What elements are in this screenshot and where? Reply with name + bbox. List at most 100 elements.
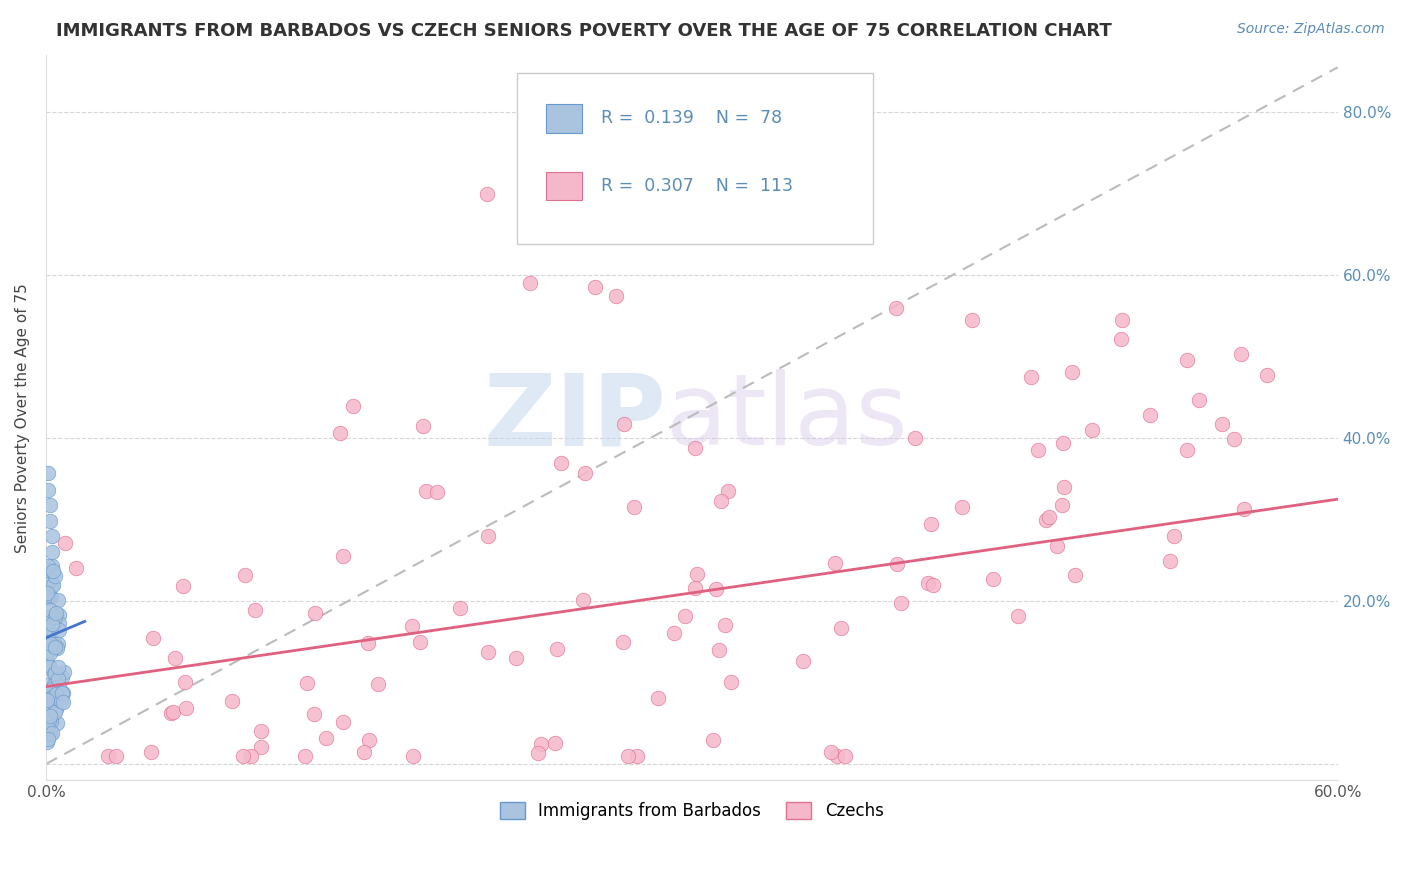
Point [890,596,912,610]
Point [357,636,380,650]
Point [48,592,70,607]
Point [44,568,66,582]
Point [37,467,59,481]
Point [572,592,595,607]
Point [250,724,273,739]
Point [412,418,434,433]
Point [38,567,60,582]
Point [544,735,567,749]
Point [41,564,63,578]
Point [172,579,194,593]
Point [477,186,499,201]
Point [44,640,66,654]
Point [38,588,60,602]
Point [38,725,60,739]
Point [505,651,527,665]
Point [42,618,65,632]
Point [530,737,553,751]
Point [35,734,58,748]
Point [401,618,423,632]
Point [46,636,69,650]
Text: Source: ZipAtlas.com: Source: ZipAtlas.com [1237,22,1385,37]
Point [162,705,184,719]
Point [37,586,59,600]
Point [38,682,60,697]
Point [37,609,59,624]
Point [45,702,67,716]
Point [329,426,352,441]
Point [35,720,58,734]
Point [221,694,243,708]
Point [232,748,254,763]
Point [42,666,65,681]
Point [1188,393,1211,408]
Point [46,672,69,686]
Point [1175,353,1198,368]
Point [1159,554,1181,568]
Point [830,620,852,634]
Point [886,557,908,571]
Point [1046,540,1069,554]
Bar [546,104,582,133]
Text: R =  0.139    N =  78: R = 0.139 N = 78 [602,109,783,128]
Point [550,456,572,470]
Point [704,582,727,597]
Point [39,603,62,617]
Y-axis label: Seniors Poverty Over the Age of 75: Seniors Poverty Over the Age of 75 [15,283,30,553]
Point [39,694,62,708]
Point [683,441,706,455]
Point [1062,365,1084,379]
Point [44,706,66,720]
Point [48,608,70,623]
Point [39,590,62,604]
Point [710,493,733,508]
Point [546,641,568,656]
Point [1230,347,1253,361]
Point [39,714,62,728]
Point [1007,609,1029,624]
Point [39,647,62,661]
Point [38,658,60,673]
Point [686,566,709,581]
Point [46,640,69,655]
Point [1019,370,1042,384]
Point [825,748,848,763]
Point [983,572,1005,586]
Point [44,635,66,649]
Point [38,590,60,604]
Point [623,500,645,514]
Point [65,561,87,575]
Point [683,581,706,595]
Point [477,645,499,659]
Point [1139,408,1161,422]
Point [35,693,58,707]
Point [42,678,65,692]
Point [39,690,62,705]
Point [35,576,58,591]
Point [952,500,974,515]
Point [37,558,59,573]
Point [519,277,541,291]
Point [1111,313,1133,327]
Point [46,660,69,674]
Point [1053,480,1076,494]
Point [1038,510,1060,524]
Point [920,516,942,531]
Point [1035,513,1057,527]
Point [613,417,636,431]
Point [574,466,596,480]
Point [41,545,63,559]
Point [353,745,375,759]
Point [1211,417,1233,431]
Point [1109,332,1132,346]
Point [39,498,62,512]
Point [41,682,63,697]
Point [612,635,634,649]
Point [426,484,449,499]
Point [1026,443,1049,458]
Point [41,576,63,591]
Point [42,691,65,706]
Point [35,678,58,692]
Point [38,714,60,728]
Point [39,514,62,528]
